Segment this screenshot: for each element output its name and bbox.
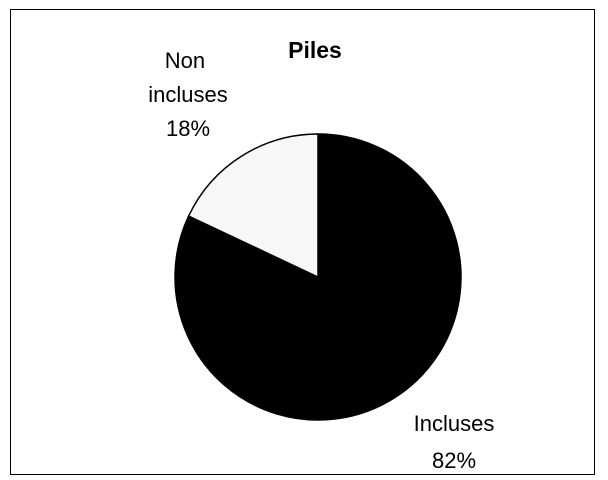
slice-label-incluses: Incluses	[414, 411, 495, 436]
chart-title: Piles	[288, 37, 342, 63]
slice-percent-non-incluses: 18%	[166, 116, 210, 141]
slice-label-incluses-line-1: Incluses	[414, 411, 495, 436]
pie-slice-non-incluses	[187, 133, 319, 279]
pie-slices	[174, 133, 462, 421]
slice-percent-incluses: 82%	[432, 448, 476, 473]
slice-label-non-incluses-line-1: Non	[165, 48, 205, 73]
slice-label-non-incluses-line-2: incluses	[148, 82, 227, 107]
slice-label-non-incluses: Non incluses	[148, 48, 227, 107]
